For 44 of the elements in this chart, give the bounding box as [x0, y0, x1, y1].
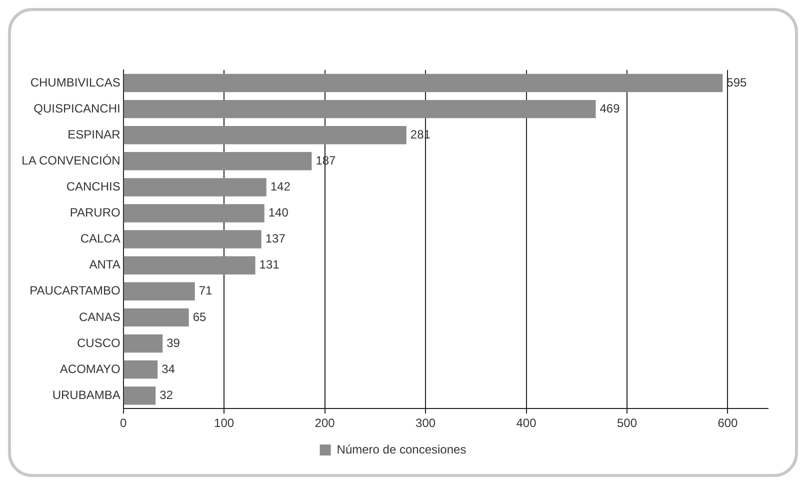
y-tick-label: CHUMBIVILCAS — [30, 75, 120, 90]
y-tick-label: CALCA — [80, 232, 120, 246]
bar — [124, 100, 596, 118]
bar — [124, 178, 266, 196]
data-label: 34 — [162, 362, 176, 376]
data-label: 469 — [600, 101, 620, 116]
data-label: 131 — [259, 258, 280, 272]
x-tick-label: 500 — [616, 416, 638, 430]
y-tick-label: URUBAMBA — [52, 388, 120, 402]
data-label: 142 — [270, 180, 291, 194]
y-tick-label: CANAS — [79, 310, 120, 324]
bar — [124, 308, 189, 327]
bar — [124, 334, 163, 353]
x-tick-label: 200 — [314, 416, 336, 430]
x-tick-label: 300 — [416, 416, 436, 430]
bar — [124, 126, 406, 144]
bar — [124, 152, 312, 170]
bar — [124, 74, 723, 92]
y-tick-label: CUSCO — [77, 336, 120, 350]
data-label: 65 — [192, 310, 206, 324]
x-tick-label: 0 — [120, 416, 128, 430]
x-tick-label: 400 — [516, 416, 537, 430]
x-tick-label: 100 — [214, 416, 234, 430]
bar — [124, 360, 158, 379]
y-tick-label: ANTA — [89, 258, 120, 272]
y-tick-label: QUISPICANCHI — [34, 101, 120, 116]
bar — [124, 386, 156, 405]
legend-label: Número de concesiones — [336, 442, 466, 456]
data-label: 137 — [265, 232, 286, 246]
bar — [124, 204, 264, 222]
y-tick-label: CANCHIS — [66, 180, 120, 194]
data-label: 140 — [268, 206, 289, 220]
y-tick-label: ESPINAR — [68, 127, 121, 142]
y-tick-label: PAUCARTAMBO — [30, 284, 120, 298]
y-tick-label: PARURO — [70, 206, 120, 220]
bar — [124, 230, 262, 248]
data-label: 71 — [198, 284, 213, 298]
bar — [124, 256, 256, 274]
bar — [124, 282, 195, 301]
data-label: 32 — [160, 388, 174, 402]
y-tick-label: LA CONVENCIÓN — [22, 153, 120, 168]
x-tick-label: 600 — [718, 416, 738, 430]
y-tick-label: ACOMAYO — [60, 362, 120, 376]
data-label: 39 — [166, 336, 180, 350]
